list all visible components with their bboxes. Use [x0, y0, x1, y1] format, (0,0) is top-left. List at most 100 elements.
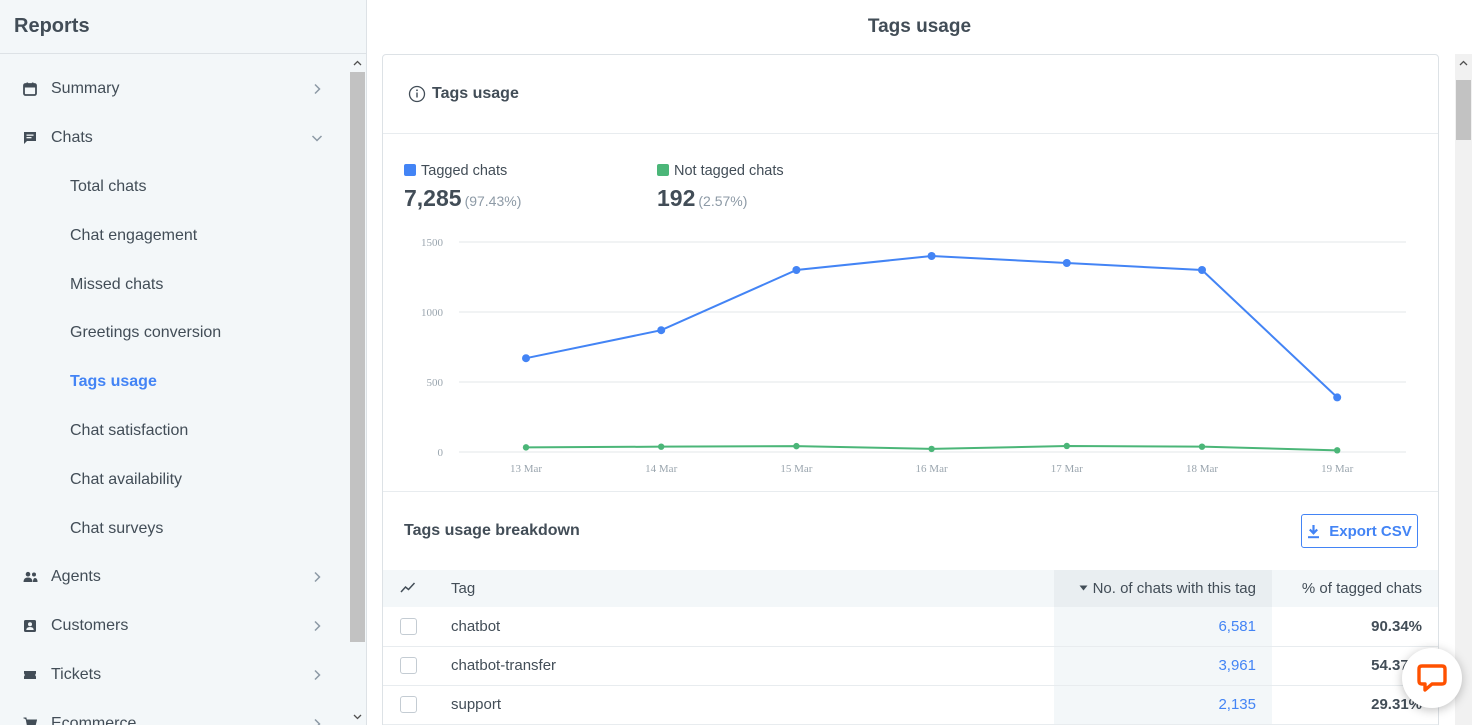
data-point	[1334, 447, 1341, 454]
table-header-row: Tag No. of chats with this tag % of tagg…	[383, 570, 1438, 607]
tag-percent: 90.34%	[1272, 607, 1438, 647]
chevron-right-icon	[314, 84, 321, 95]
sidebar-item-agents[interactable]: Agents	[0, 553, 349, 602]
chat-icon	[22, 130, 38, 146]
tags-line-chart: 0 500 1000 1500 13 Mar 14 Mar 15 Mar 16 Mar 17 M…	[421, 237, 1406, 475]
sidebar-title: Reports	[0, 0, 366, 54]
x-tick-label: 19 Mar	[1321, 463, 1353, 475]
main-scrollbar[interactable]	[1455, 54, 1472, 725]
data-point	[792, 266, 801, 274]
sidebar-item-summary[interactable]: Summary	[0, 65, 349, 114]
chat-widget-button[interactable]	[1402, 648, 1462, 708]
x-tick-label: 15 Mar	[780, 463, 812, 475]
chat-bubble-icon	[1417, 664, 1447, 692]
sidebar: Reports Summary Chats Total chats Chat e…	[0, 0, 367, 725]
sidebar-item-label: Tickets	[51, 665, 102, 683]
sidebar-item-tickets[interactable]: Tickets	[0, 651, 349, 700]
percent-column-header[interactable]: % of tagged chats	[1272, 570, 1438, 607]
scroll-up-arrow-icon[interactable]	[1455, 54, 1472, 71]
sidebar-item-chats[interactable]: Chats	[0, 114, 349, 163]
page-title: Tags usage	[867, 16, 972, 37]
scroll-up-arrow-icon[interactable]	[349, 54, 366, 71]
count-column-header[interactable]: No. of chats with this tag	[1054, 570, 1272, 607]
sidebar-scrollbar-thumb[interactable]	[350, 72, 365, 642]
table-row: chatbot 6,581 90.34%	[383, 607, 1438, 647]
sidebar-subitem-chat-satisfaction[interactable]: Chat satisfaction	[70, 421, 189, 439]
tag-column-header[interactable]: Tag	[434, 570, 1054, 607]
sidebar-subitem-missed-chats[interactable]: Missed chats	[70, 275, 164, 293]
data-point	[1198, 443, 1206, 450]
y-tick-label: 500	[427, 377, 444, 389]
table-row: support 2,135 29.31%	[383, 685, 1438, 725]
sidebar-item-label: Ecommerce	[51, 714, 137, 725]
sidebar-item-label: Customers	[51, 617, 129, 635]
x-tick-label: 18 Mar	[1186, 463, 1218, 475]
sidebar-subitem-chat-engagement[interactable]: Chat engagement	[70, 226, 198, 244]
trend-column-header	[383, 570, 434, 607]
sidebar-item-ecommerce[interactable]: Ecommerce	[0, 699, 349, 725]
tags-table: Tag No. of chats with this tag % of tagg…	[383, 570, 1438, 725]
sidebar-item-label: Summary	[51, 80, 120, 98]
x-tick-label: 14 Mar	[645, 463, 677, 475]
data-point	[793, 442, 800, 450]
not-tagged-percent: (2.57%)	[698, 193, 748, 209]
card-header: Tags usage	[383, 55, 1438, 134]
x-tick-label: 16 Mar	[916, 463, 948, 475]
legend-not-tagged-label: Not tagged chats	[674, 163, 784, 179]
legend-not-tagged: Not tagged chats 192 (2.57%)	[657, 163, 784, 212]
data-point	[927, 252, 936, 260]
row-checkbox[interactable]	[400, 618, 417, 636]
sidebar-nav: Summary Chats Total chats Chat engagemen…	[0, 54, 349, 725]
tag-name: chatbot	[434, 607, 1054, 647]
x-tick-label: 13 Mar	[510, 463, 542, 475]
info-icon[interactable]	[408, 85, 426, 103]
sidebar-subitem-chat-surveys[interactable]: Chat surveys	[70, 519, 164, 537]
legend-tagged-label: Tagged chats	[421, 163, 508, 179]
chevron-right-icon	[314, 669, 321, 680]
sidebar-item-label: Chats	[51, 129, 93, 147]
card-title: Tags usage	[432, 85, 519, 102]
data-point	[657, 326, 666, 335]
count-column-label: No. of chats with this tag	[1092, 580, 1256, 597]
data-point	[658, 443, 665, 450]
cart-icon	[22, 716, 38, 725]
tag-count-link[interactable]: 3,961	[1054, 646, 1272, 686]
y-tick-label: 0	[438, 447, 444, 459]
sidebar-item-label: Agents	[51, 568, 101, 586]
sidebar-item-customers[interactable]: Customers	[0, 602, 349, 651]
tagged-count: 7,285	[404, 185, 462, 211]
row-checkbox[interactable]	[400, 696, 417, 714]
not-tagged-swatch	[657, 164, 669, 176]
table-row: chatbot-transfer 3,961 54.37%	[383, 646, 1438, 686]
tag-count-link[interactable]: 6,581	[1054, 607, 1272, 647]
download-icon	[1308, 524, 1320, 538]
data-point	[1062, 259, 1071, 267]
sidebar-subitem-chat-availability[interactable]: Chat availability	[70, 470, 183, 488]
export-csv-button[interactable]: Export CSV	[1301, 514, 1418, 548]
series-line-tagged	[525, 254, 1338, 399]
data-point	[522, 444, 530, 451]
agents-icon	[22, 569, 38, 585]
calendar-icon	[22, 81, 38, 97]
chevron-right-icon	[314, 718, 321, 725]
tag-name: support	[434, 685, 1054, 725]
tags-usage-card: Tags usage Tagged chats 7,285 (97.43%) No…	[382, 54, 1439, 725]
sidebar-subitem-total-chats[interactable]: Total chats	[70, 177, 147, 195]
row-checkbox[interactable]	[400, 657, 417, 675]
main-scrollbar-thumb[interactable]	[1456, 80, 1471, 140]
main-content: Tags usage Tagged chats 7,285 (97.43%) No…	[367, 54, 1455, 725]
tag-name: chatbot-transfer	[434, 646, 1054, 686]
y-tick-label: 1000	[421, 307, 444, 319]
x-tick-label: 17 Mar	[1051, 463, 1083, 475]
tagged-percent: (97.43%)	[464, 193, 522, 209]
export-csv-label: Export CSV	[1329, 522, 1412, 540]
trend-icon[interactable]	[400, 581, 416, 593]
sidebar-scrollbar[interactable]	[349, 54, 366, 725]
sidebar-subitem-greetings-conversion[interactable]: Greetings conversion	[70, 324, 222, 342]
tags-breakdown: Tags usage breakdown Export CSV Tag No. …	[383, 491, 1438, 725]
sidebar-subitem-tags-usage[interactable]: Tags usage	[70, 373, 157, 391]
tickets-icon	[22, 667, 38, 683]
scroll-down-arrow-icon[interactable]	[349, 708, 366, 725]
tag-count-link[interactable]: 2,135	[1054, 685, 1272, 725]
chevron-right-icon	[314, 621, 321, 632]
